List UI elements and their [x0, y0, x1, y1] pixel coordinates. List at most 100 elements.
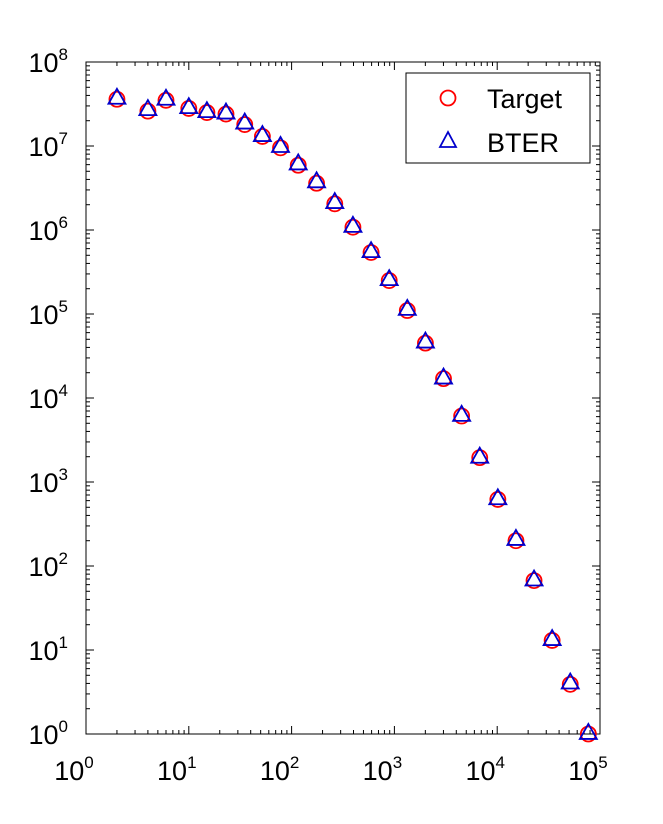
- x-tick-label: 101: [157, 753, 197, 786]
- x-tick-label: 105: [568, 753, 608, 786]
- legend-bter-label: BTER: [487, 128, 559, 158]
- target-point: [435, 370, 452, 388]
- x-tick-base: 10: [260, 756, 290, 786]
- x-tick-exponent: 4: [495, 753, 504, 772]
- bter-point: [560, 671, 581, 690]
- bter-point: [196, 100, 217, 119]
- target-point: [543, 632, 561, 649]
- bter-point: [542, 628, 563, 646]
- x-tick-base: 10: [363, 756, 393, 786]
- legend-target-marker: [439, 89, 457, 107]
- bter-point: [469, 445, 490, 464]
- y-tick-base: 10: [28, 300, 58, 330]
- y-tick-exponent: 0: [59, 717, 68, 736]
- y-tick-base: 10: [28, 216, 58, 246]
- target-point: [471, 449, 489, 467]
- x-tick-labels: 100 101 102 103 104 105: [54, 753, 608, 786]
- y-tick-exponent: 4: [59, 381, 68, 400]
- target-point: [362, 244, 380, 261]
- x-tick-exponent: 1: [187, 753, 196, 772]
- y-tick-label: 105: [28, 297, 68, 330]
- y-tick-label: 100: [28, 717, 68, 750]
- legend: Target BTER: [405, 72, 591, 164]
- target-point: [344, 218, 362, 236]
- x-tick-exponent: 2: [290, 753, 299, 772]
- target-point: [398, 302, 416, 319]
- target-point: [157, 91, 175, 109]
- target-point: [308, 174, 325, 192]
- x-tick-exponent: 5: [598, 753, 607, 772]
- bter-point: [270, 135, 291, 153]
- bter-point: [487, 487, 508, 506]
- y-tick-exponent: 6: [59, 213, 68, 232]
- x-tick-base: 10: [54, 756, 84, 786]
- x-tick-exponent: 3: [393, 753, 402, 772]
- y-tick-base: 10: [28, 48, 58, 78]
- target-point: [453, 407, 471, 425]
- y-tick-base: 10: [28, 720, 58, 750]
- target-point: [108, 90, 126, 108]
- y-tick-base: 10: [28, 552, 58, 582]
- target-point: [254, 128, 271, 145]
- y-tick-label: 102: [28, 549, 68, 582]
- x-tick-label: 103: [363, 753, 403, 786]
- bter-point: [342, 215, 363, 233]
- x-tick-label: 100: [54, 753, 94, 786]
- bter-point: [178, 96, 199, 115]
- bter-point: [137, 98, 158, 116]
- target-point: [380, 272, 398, 289]
- target-point: [198, 104, 216, 121]
- bter-point: [379, 268, 400, 287]
- y-tick-exponent: 2: [59, 549, 68, 568]
- target-point: [417, 334, 434, 352]
- y-tick-exponent: 1: [59, 633, 68, 652]
- y-tick-label: 104: [28, 381, 68, 414]
- y-tick-base: 10: [28, 636, 58, 666]
- bter-point: [324, 191, 345, 209]
- y-tick-base: 10: [28, 384, 58, 414]
- bter-point: [505, 528, 526, 546]
- bter-point: [415, 330, 436, 349]
- target-point: [525, 572, 543, 590]
- x-tick-base: 10: [157, 756, 187, 786]
- bter-point: [306, 170, 327, 189]
- x-tick-exponent: 0: [84, 753, 93, 772]
- target-point: [489, 491, 507, 508]
- axis-ticks: [85, 61, 601, 735]
- target-point: [272, 139, 289, 157]
- target-point: [561, 675, 579, 693]
- bter-point: [523, 568, 545, 587]
- bter-point: [215, 101, 237, 120]
- y-tick-label: 108: [28, 45, 68, 78]
- y-tick-base: 10: [28, 132, 58, 162]
- bter-point: [578, 722, 599, 740]
- x-tick-label: 104: [465, 753, 505, 786]
- y-tick-exponent: 7: [59, 129, 68, 148]
- y-tick-base: 10: [28, 468, 58, 498]
- target-point: [139, 102, 157, 120]
- target-point: [326, 195, 344, 213]
- legend-target-label: Target: [487, 84, 563, 114]
- y-tick-label: 101: [28, 633, 68, 666]
- y-tick-label: 107: [28, 129, 68, 162]
- bter-point: [288, 152, 309, 171]
- target-point: [236, 116, 254, 133]
- x-tick-label: 102: [260, 753, 300, 786]
- plot-area: [85, 61, 601, 735]
- bter-point: [252, 124, 273, 142]
- target-point: [579, 725, 597, 743]
- bter-point: [234, 111, 255, 130]
- bter-point: [106, 86, 127, 105]
- y-tick-label: 103: [28, 465, 68, 498]
- data-markers: [106, 86, 599, 743]
- y-tick-exponent: 8: [59, 45, 68, 64]
- y-tick-label: 106: [28, 213, 68, 246]
- bter-point: [451, 404, 472, 422]
- target-point: [289, 156, 307, 174]
- target-point: [217, 105, 235, 123]
- x-tick-base: 10: [568, 756, 598, 786]
- target-point: [180, 100, 198, 117]
- bter-point: [433, 366, 454, 385]
